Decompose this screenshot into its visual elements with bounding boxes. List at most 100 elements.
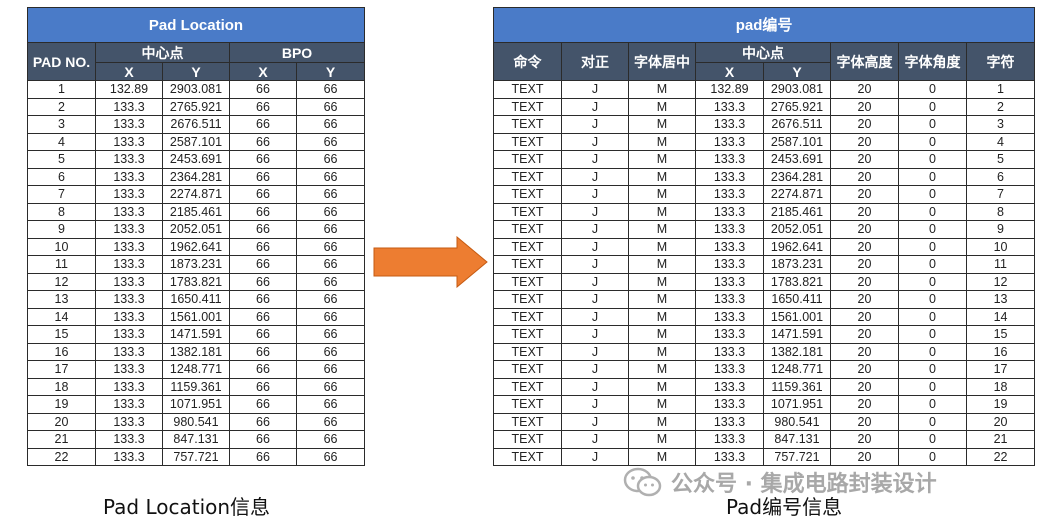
cell-pad-no: 19: [27, 395, 96, 414]
cell-pad-no: 22: [27, 447, 96, 466]
cell-x: 133.3: [95, 97, 163, 116]
cell-font-center: M: [628, 272, 696, 291]
cell-char: 19: [965, 395, 1036, 414]
cell-font-angle: 0: [898, 412, 967, 431]
cell-x: 133.3: [695, 202, 764, 221]
table-row: TEXT J M 133.3 1382.181 20 0 16: [493, 342, 1036, 361]
cell-bpo-x: 66: [229, 325, 297, 344]
cell-pad-no: 17: [27, 360, 96, 379]
cell-char: 22: [965, 447, 1036, 466]
cell-font-height: 20: [830, 220, 899, 239]
cell-font-center: M: [628, 447, 696, 466]
table-row: 19 133.3 1071.951 66 66: [27, 395, 366, 414]
cell-font-center: M: [628, 255, 696, 274]
table-row: TEXT J M 133.3 980.541 20 0 20: [493, 412, 1036, 431]
cell-y: 2676.511: [763, 115, 831, 134]
table-row: TEXT J M 133.3 2587.101 20 0 4: [493, 132, 1036, 151]
table-row: TEXT J M 133.3 2274.871 20 0 7: [493, 185, 1036, 204]
cell-font-angle: 0: [898, 342, 967, 361]
cell-bpo-x: 66: [229, 115, 297, 134]
cell-align: J: [561, 97, 629, 116]
cell-command: TEXT: [493, 447, 562, 466]
cell-font-center: M: [628, 237, 696, 256]
cell-bpo-y: 66: [295, 412, 366, 431]
cell-command: TEXT: [493, 115, 562, 134]
cell-pad-no: 3: [27, 115, 96, 134]
cell-bpo-x: 66: [229, 342, 297, 361]
cell-font-angle: 0: [898, 325, 967, 344]
cell-align: J: [561, 202, 629, 221]
cell-char: 18: [965, 377, 1036, 396]
table-row: TEXT J M 133.3 1248.771 20 0 17: [493, 360, 1036, 379]
cell-command: TEXT: [493, 430, 562, 449]
cell-font-angle: 0: [898, 360, 967, 379]
cell-pad-no: 2: [27, 97, 96, 116]
table-row: TEXT J M 133.3 2052.051 20 0 9: [493, 220, 1036, 239]
cell-font-height: 20: [830, 430, 899, 449]
cell-bpo-x: 66: [229, 132, 297, 151]
cell-command: TEXT: [493, 255, 562, 274]
cell-align: J: [561, 395, 629, 414]
cell-x: 133.3: [695, 132, 764, 151]
cell-bpo-y: 66: [295, 360, 366, 379]
cell-bpo-y: 66: [295, 80, 366, 99]
cell-command: TEXT: [493, 185, 562, 204]
cell-font-center: M: [628, 115, 696, 134]
cell-font-center: M: [628, 377, 696, 396]
cell-x: 133.3: [95, 360, 163, 379]
cell-bpo-x: 66: [229, 185, 297, 204]
cell-pad-no: 1: [27, 80, 96, 99]
cell-y: 2185.461: [763, 202, 831, 221]
table-row: 16 133.3 1382.181 66 66: [27, 342, 366, 361]
column-header-font-angle: 字体角度: [898, 42, 967, 81]
cell-font-center: M: [628, 97, 696, 116]
cell-x: 133.3: [695, 115, 764, 134]
cell-x: 133.3: [695, 412, 764, 431]
cell-align: J: [561, 360, 629, 379]
cell-y: 2587.101: [763, 132, 831, 151]
cell-char: 7: [965, 185, 1036, 204]
cell-bpo-y: 66: [295, 97, 366, 116]
cell-align: J: [561, 167, 629, 186]
cell-x: 133.3: [95, 325, 163, 344]
cell-x: 133.3: [95, 115, 163, 134]
cell-bpo-y: 66: [295, 150, 366, 169]
cell-pad-no: 13: [27, 290, 96, 309]
table-row: TEXT J M 133.3 1650.411 20 0 13: [493, 290, 1036, 309]
cell-font-center: M: [628, 395, 696, 414]
cell-x: 133.3: [695, 220, 764, 239]
cell-font-angle: 0: [898, 377, 967, 396]
table-row: 18 133.3 1159.361 66 66: [27, 377, 366, 396]
table-row: 12 133.3 1783.821 66 66: [27, 272, 366, 291]
cell-x: 133.3: [95, 220, 163, 239]
cell-pad-no: 11: [27, 255, 96, 274]
table-row: TEXT J M 133.3 2765.921 20 0 2: [493, 97, 1036, 116]
cell-x: 133.3: [95, 202, 163, 221]
cell-char: 20: [965, 412, 1036, 431]
cell-align: J: [561, 132, 629, 151]
cell-pad-no: 4: [27, 132, 96, 151]
cell-pad-no: 16: [27, 342, 96, 361]
cell-bpo-y: 66: [295, 220, 366, 239]
cell-align: J: [561, 115, 629, 134]
cell-font-center: M: [628, 167, 696, 186]
cell-y: 980.541: [162, 412, 230, 431]
cell-bpo-x: 66: [229, 202, 297, 221]
column-header-x: X: [95, 62, 163, 81]
cell-align: J: [561, 150, 629, 169]
cell-align: J: [561, 255, 629, 274]
cell-font-center: M: [628, 325, 696, 344]
cell-font-center: M: [628, 360, 696, 379]
cell-y: 1561.001: [763, 307, 831, 326]
cell-x: 133.3: [695, 150, 764, 169]
pad-number-rows: TEXT J M 132.89 2903.081 20 0 1 TEXT J M 133.3 2765.…: [493, 80, 1036, 466]
table-row: 3 133.3 2676.511 66 66: [27, 115, 366, 134]
cell-align: J: [561, 272, 629, 291]
table-row: TEXT J M 133.3 1071.951 20 0 19: [493, 395, 1036, 414]
cell-char: 11: [965, 255, 1036, 274]
cell-y: 2185.461: [162, 202, 230, 221]
cell-font-height: 20: [830, 307, 899, 326]
cell-bpo-x: 66: [229, 307, 297, 326]
cell-x: 133.3: [695, 395, 764, 414]
cell-command: TEXT: [493, 307, 562, 326]
